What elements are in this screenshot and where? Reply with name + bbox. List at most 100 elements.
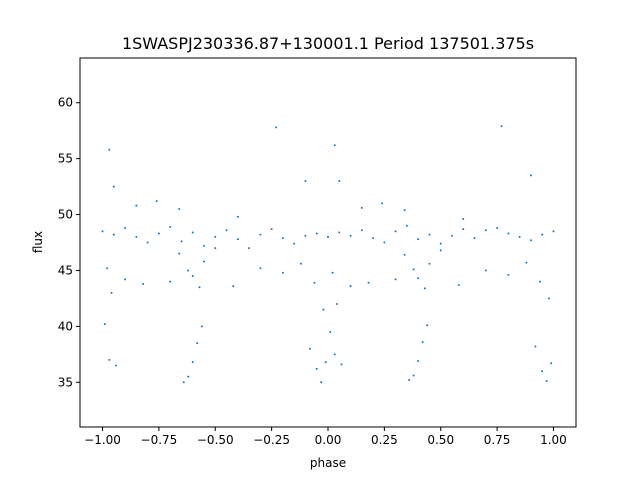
data-point xyxy=(187,375,190,378)
data-point xyxy=(275,126,278,129)
data-point xyxy=(439,242,442,245)
x-tick-label: −1.00 xyxy=(84,433,121,447)
data-point xyxy=(106,267,109,270)
data-point xyxy=(315,367,318,370)
data-point xyxy=(308,347,311,350)
data-point xyxy=(336,303,339,305)
data-point xyxy=(538,280,541,283)
data-point xyxy=(421,341,424,344)
data-point xyxy=(214,235,217,238)
data-point xyxy=(155,200,158,203)
data-point xyxy=(552,230,555,233)
data-point xyxy=(338,231,341,234)
y-axis: 35 40 45 50 55 60 xyxy=(58,96,80,389)
x-tick-label: −0.75 xyxy=(141,433,178,447)
y-tick-label: 35 xyxy=(58,375,73,389)
data-point xyxy=(281,271,284,274)
x-tick-label: −0.25 xyxy=(253,433,290,447)
data-point xyxy=(518,235,521,238)
data-point xyxy=(182,381,185,384)
data-point xyxy=(304,180,307,182)
data-point xyxy=(547,297,550,300)
data-point xyxy=(462,228,465,231)
y-tick-label: 55 xyxy=(58,152,73,166)
data-point xyxy=(146,241,149,244)
data-point xyxy=(124,278,127,281)
x-axis: −1.00 −0.75 −0.50 −0.25 0.00 0.25 0.50 0.75 1.00 xyxy=(84,427,567,447)
data-point xyxy=(417,238,420,241)
data-point xyxy=(451,234,453,237)
data-point xyxy=(248,247,251,250)
y-tick-label: 60 xyxy=(58,96,73,110)
data-points xyxy=(101,125,555,384)
data-point xyxy=(340,363,343,366)
data-point xyxy=(299,262,302,265)
data-point xyxy=(142,282,145,285)
data-point xyxy=(313,281,316,284)
x-tick-label: 0.50 xyxy=(427,433,454,447)
data-point xyxy=(259,233,262,236)
y-tick-label: 50 xyxy=(58,208,73,222)
data-point xyxy=(338,180,341,182)
data-point xyxy=(405,224,408,227)
data-point xyxy=(360,229,363,232)
data-point xyxy=(525,261,528,264)
data-point xyxy=(394,278,397,281)
data-point xyxy=(394,230,397,233)
data-point xyxy=(403,209,406,212)
data-point xyxy=(187,269,190,272)
data-point xyxy=(331,271,334,274)
x-axis-label: phase xyxy=(310,456,346,470)
data-point xyxy=(196,342,199,345)
data-point xyxy=(198,286,201,289)
data-point xyxy=(178,252,181,255)
data-point xyxy=(367,281,370,284)
data-point xyxy=(236,238,239,241)
data-point xyxy=(428,233,431,236)
data-point xyxy=(423,287,426,290)
data-point xyxy=(112,233,115,236)
data-point xyxy=(293,242,296,245)
data-point xyxy=(529,239,532,242)
data-point xyxy=(214,247,217,250)
data-point xyxy=(329,330,332,333)
data-point xyxy=(200,325,203,328)
data-point xyxy=(417,360,420,363)
data-point xyxy=(327,235,329,238)
x-tick-label: 0.25 xyxy=(371,433,398,447)
data-point xyxy=(484,229,487,232)
data-point xyxy=(473,237,476,240)
chart-title: 1SWASPJ230336.87+130001.1 Period 137501.… xyxy=(122,34,534,53)
data-point xyxy=(322,308,325,311)
data-point xyxy=(191,231,194,234)
data-point xyxy=(115,364,118,367)
data-point xyxy=(101,230,104,233)
data-point xyxy=(541,233,544,236)
data-point xyxy=(529,174,532,177)
x-tick-label: −0.50 xyxy=(197,433,234,447)
data-point xyxy=(417,277,420,280)
data-point xyxy=(324,361,327,364)
x-tick-label: 0.00 xyxy=(315,433,342,447)
data-point xyxy=(203,260,205,263)
data-point xyxy=(439,249,442,252)
data-point xyxy=(381,202,384,205)
data-point xyxy=(259,267,262,270)
data-point xyxy=(349,285,352,288)
data-point xyxy=(178,207,181,210)
data-point xyxy=(372,237,375,240)
data-point xyxy=(180,240,183,243)
data-point xyxy=(541,370,544,373)
data-point xyxy=(412,268,415,271)
data-point xyxy=(360,206,363,209)
data-point xyxy=(135,204,138,207)
data-point xyxy=(169,225,172,228)
data-point xyxy=(203,244,205,247)
data-point xyxy=(534,345,537,348)
data-point xyxy=(457,283,460,286)
x-tick-label: 0.75 xyxy=(484,433,511,447)
data-point xyxy=(103,323,106,326)
data-point xyxy=(112,185,115,188)
data-point xyxy=(315,232,318,235)
